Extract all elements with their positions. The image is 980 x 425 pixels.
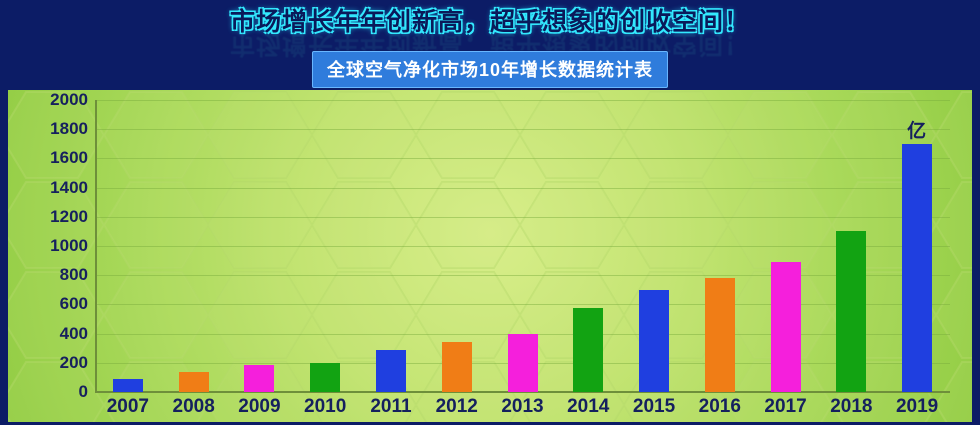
bar xyxy=(441,342,472,392)
y-tick-label: 800 xyxy=(59,265,88,285)
bar xyxy=(770,262,801,392)
x-tick-label: 2012 xyxy=(435,396,478,417)
y-tick-label: 2000 xyxy=(50,90,88,109)
bar xyxy=(507,333,538,392)
x-tick-label: 2015 xyxy=(632,396,676,417)
bar xyxy=(902,143,933,392)
subtitle-badge: 全球空气净化市场10年增长数据统计表 xyxy=(311,51,669,88)
y-tick-label: 600 xyxy=(59,294,88,314)
y-tick-label: 1600 xyxy=(50,148,88,168)
bar xyxy=(573,308,604,392)
bar xyxy=(178,371,209,392)
x-tick-label: 2018 xyxy=(830,396,873,417)
subtitle-text: 全球空气净化市场10年增长数据统计表 xyxy=(326,60,654,80)
x-tick-label: 2014 xyxy=(567,396,610,417)
x-tick-label: 2007 xyxy=(106,396,150,417)
bar xyxy=(112,378,143,392)
y-tick-label: 1800 xyxy=(50,119,88,139)
bar xyxy=(836,231,867,392)
x-tick-label: 2017 xyxy=(764,396,807,417)
y-tick-label: 400 xyxy=(59,323,88,343)
bar xyxy=(704,278,735,392)
x-tick-label: 2009 xyxy=(238,396,281,417)
y-tick-label: 0 xyxy=(78,382,88,401)
bar-series xyxy=(95,100,950,392)
right-frame-band xyxy=(972,90,980,425)
y-tick-label: 1000 xyxy=(50,236,88,255)
x-tick-label: 2019 xyxy=(895,396,939,417)
bar xyxy=(310,362,341,392)
x-tick-label: 2008 xyxy=(172,396,215,417)
headline-text: 市场增长年年创新高，超乎想象的创收空间！ xyxy=(229,8,750,36)
x-tick-label: 2010 xyxy=(304,396,347,417)
y-tick-label: 1200 xyxy=(50,206,88,226)
x-axis-labels: 2007 2008 2009 2010 2011 2012 2013 2014 2015 2016… xyxy=(95,396,950,424)
unit-label: 亿 xyxy=(907,120,927,142)
x-tick-label: 2011 xyxy=(370,396,412,417)
x-tick-label: 2016 xyxy=(698,396,741,417)
x-tick-label: 2013 xyxy=(501,396,544,417)
left-frame-band xyxy=(0,90,8,425)
bar xyxy=(244,365,275,392)
y-axis-ticks: 0 200 400 600 800 1000 1200 1400 1600 1800 2000 xyxy=(10,90,88,401)
y-tick-label: 1400 xyxy=(50,177,88,197)
y-tick-label: 200 xyxy=(59,352,88,372)
bar xyxy=(639,289,670,392)
bar xyxy=(375,349,406,392)
